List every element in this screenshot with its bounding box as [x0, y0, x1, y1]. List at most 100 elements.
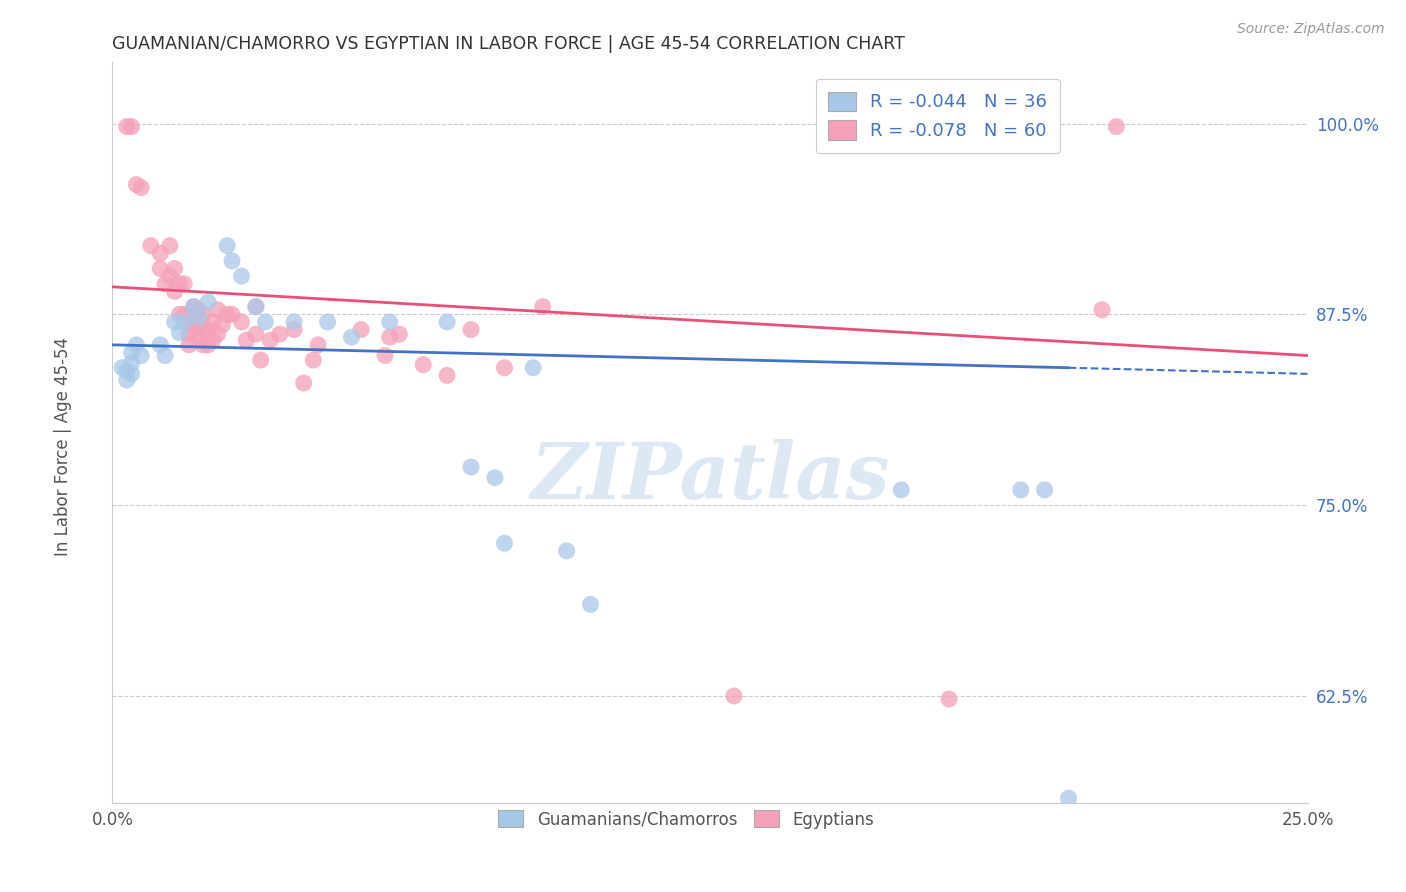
Point — [245, 300, 267, 314]
Point — [193, 307, 215, 321]
Point — [159, 238, 181, 252]
Point — [153, 277, 176, 291]
Point — [187, 333, 209, 347]
Point — [187, 302, 209, 317]
Point — [125, 178, 148, 192]
Point — [245, 327, 267, 342]
Point — [378, 330, 401, 344]
Point — [129, 180, 152, 194]
Point — [259, 333, 281, 347]
Point — [307, 338, 329, 352]
Point — [1033, 483, 1056, 497]
Point — [115, 120, 138, 134]
Point — [183, 300, 205, 314]
Point — [460, 322, 482, 336]
Point — [139, 238, 162, 252]
Point — [388, 327, 411, 342]
Point — [723, 689, 745, 703]
Point — [197, 338, 219, 352]
Point — [522, 360, 544, 375]
Point — [1057, 791, 1080, 805]
Point — [125, 338, 148, 352]
Point — [159, 269, 181, 284]
Point — [173, 315, 195, 329]
Point — [1105, 120, 1128, 134]
Point — [121, 120, 143, 134]
Point — [187, 310, 209, 325]
Point — [149, 261, 172, 276]
Point — [302, 353, 325, 368]
Point — [412, 358, 434, 372]
Point — [207, 302, 229, 317]
Point — [374, 349, 396, 363]
Point — [201, 315, 224, 329]
Point — [163, 315, 186, 329]
Point — [177, 338, 200, 352]
Point — [231, 315, 253, 329]
Point — [149, 338, 172, 352]
Point — [340, 330, 363, 344]
Point — [177, 315, 200, 329]
Point — [245, 300, 267, 314]
Point — [283, 322, 305, 336]
Point — [201, 333, 224, 347]
Point — [207, 327, 229, 342]
Point — [254, 315, 277, 329]
Point — [316, 315, 339, 329]
Point — [378, 315, 401, 329]
Point — [460, 460, 482, 475]
Point — [890, 483, 912, 497]
Point — [484, 470, 506, 484]
Point — [531, 300, 554, 314]
Point — [183, 322, 205, 336]
Text: ZIPatlas: ZIPatlas — [530, 439, 890, 516]
Point — [197, 295, 219, 310]
Text: In Labor Force | Age 45-54: In Labor Force | Age 45-54 — [55, 336, 72, 556]
Point — [1010, 483, 1032, 497]
Legend: Guamanians/Chamorros, Egyptians: Guamanians/Chamorros, Egyptians — [492, 804, 880, 835]
Point — [235, 333, 257, 347]
Point — [173, 307, 195, 321]
Point — [169, 326, 191, 340]
Point — [183, 300, 205, 314]
Point — [121, 356, 143, 370]
Point — [217, 307, 239, 321]
Point — [555, 544, 578, 558]
Point — [436, 315, 458, 329]
Point — [153, 349, 176, 363]
Point — [193, 338, 215, 352]
Point — [494, 360, 516, 375]
Point — [173, 277, 195, 291]
Point — [231, 269, 253, 284]
Point — [221, 253, 243, 268]
Point — [169, 277, 191, 291]
Point — [177, 327, 200, 342]
Point — [283, 315, 305, 329]
Point — [193, 322, 215, 336]
Point — [579, 598, 602, 612]
Point — [163, 261, 186, 276]
Point — [292, 376, 315, 390]
Point — [211, 318, 233, 332]
Point — [494, 536, 516, 550]
Point — [129, 349, 152, 363]
Point — [163, 285, 186, 299]
Point — [115, 373, 138, 387]
Point — [249, 353, 271, 368]
Point — [121, 345, 143, 359]
Point — [350, 322, 373, 336]
Point — [111, 360, 134, 375]
Point — [169, 307, 191, 321]
Point — [217, 238, 239, 252]
Point — [938, 692, 960, 706]
Text: Source: ZipAtlas.com: Source: ZipAtlas.com — [1237, 22, 1385, 37]
Point — [121, 367, 143, 381]
Point — [1091, 302, 1114, 317]
Point — [269, 327, 291, 342]
Point — [115, 364, 138, 378]
Point — [187, 318, 209, 332]
Point — [221, 307, 243, 321]
Text: GUAMANIAN/CHAMORRO VS EGYPTIAN IN LABOR FORCE | AGE 45-54 CORRELATION CHART: GUAMANIAN/CHAMORRO VS EGYPTIAN IN LABOR … — [112, 35, 905, 53]
Point — [149, 246, 172, 260]
Point — [436, 368, 458, 383]
